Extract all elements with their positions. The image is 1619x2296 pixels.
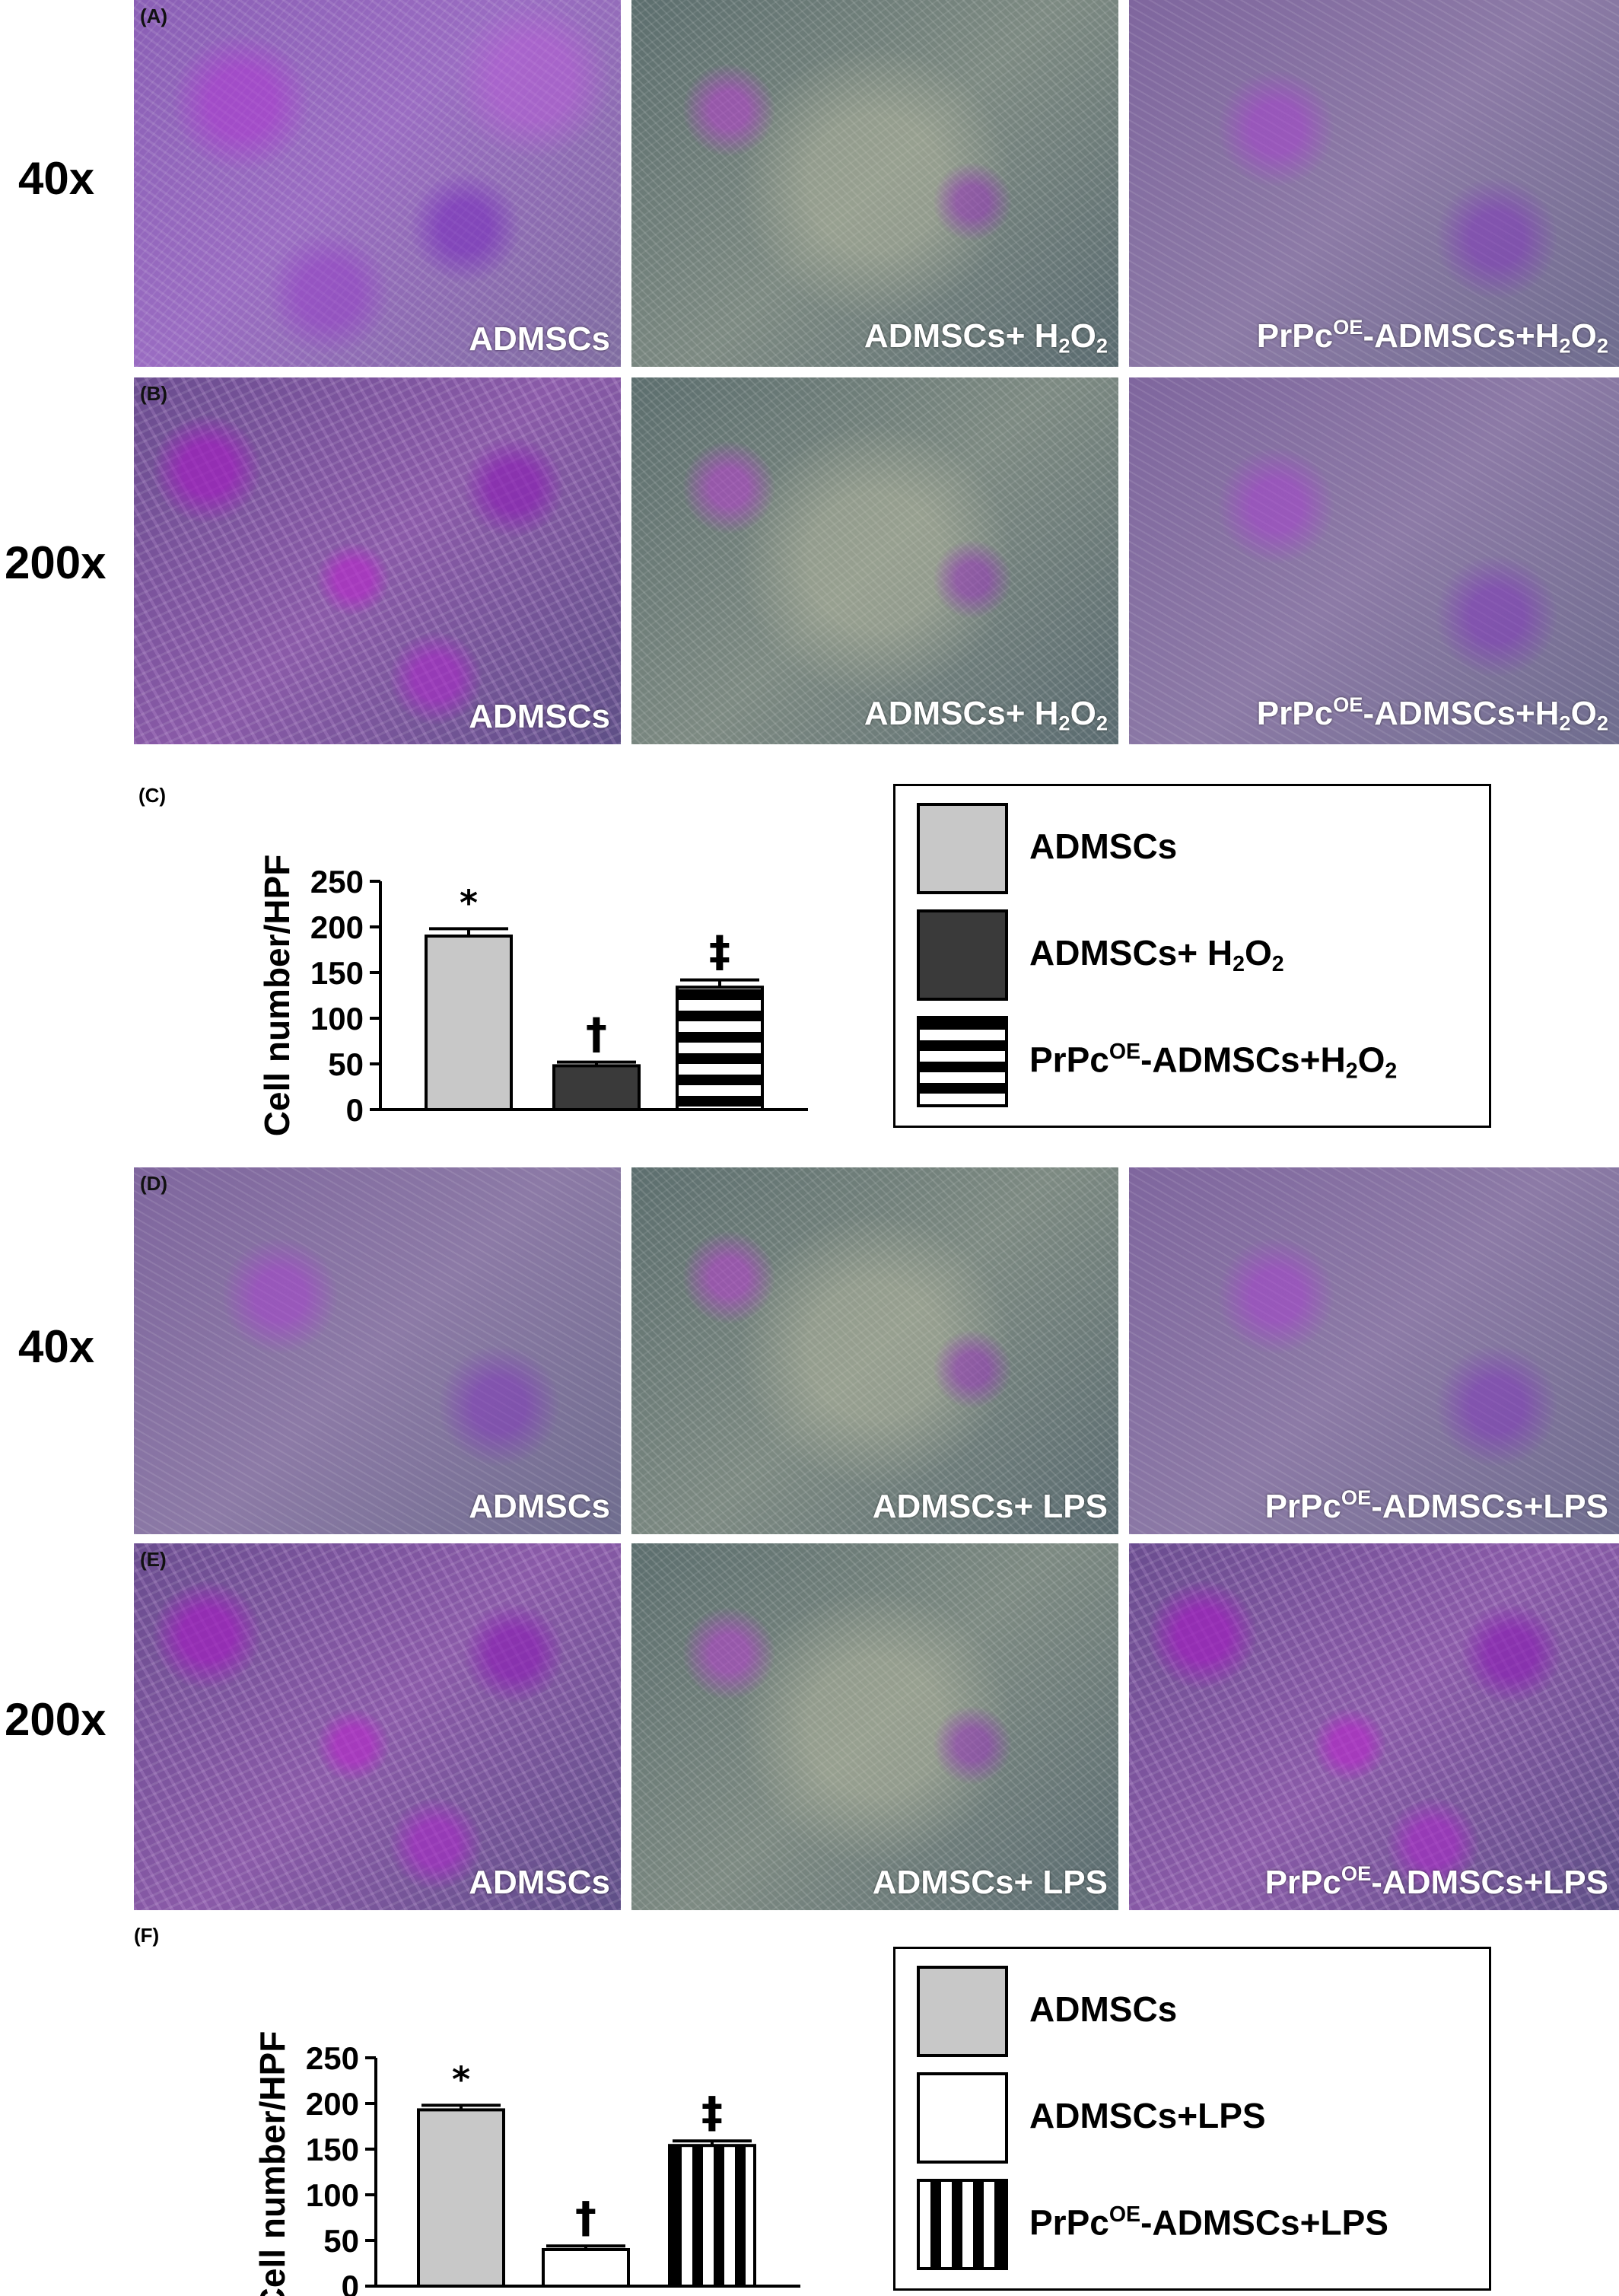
y-tick-label: 150: [306, 2132, 359, 2167]
bar-chart-f: 0 50 100 150 200 250 Cell number/HPF * † ‡: [253, 2031, 800, 2296]
legend-c: ADMSCs ADMSCs+ H2O2 PrPcOE-ADMSCs+H2O2: [893, 784, 1491, 1128]
bar-chart-c: 0 50 100 150 200 250 Cell number/HPF * † ‡: [257, 855, 808, 1137]
panel-label: ADMSCs+ LPS: [872, 1488, 1108, 1525]
significance-marker: ‡: [701, 2088, 723, 2138]
y-tick-label: 100: [310, 1001, 364, 1037]
panel-label: PrPcOE-ADMSCs+H2O2: [1256, 315, 1608, 358]
significance-marker: *: [460, 882, 478, 923]
panel-letter-d: (D): [140, 1172, 168, 1195]
panel-label: ADMSCs: [469, 1864, 610, 1901]
bar-3: [676, 986, 764, 1112]
panel-label: PrPcOE-ADMSCs+LPS: [1264, 1861, 1608, 1901]
panel-label: ADMSCs: [469, 698, 610, 735]
magnification-label-a: 40x: [18, 153, 95, 204]
panel-letter-a: (A): [140, 5, 168, 27]
legend-swatch: [917, 803, 1008, 894]
y-axis-label: Cell number/HPF: [257, 855, 297, 1137]
panel-letter-f: (F): [134, 1924, 160, 1947]
bar-3: [668, 2144, 756, 2288]
panel-label: PrPcOE-ADMSCs+H2O2: [1256, 693, 1608, 735]
significance-marker: *: [452, 2059, 470, 2100]
panel-label: PrPcOE-ADMSCs+LPS: [1264, 1486, 1608, 1525]
y-tick-label: 50: [328, 1046, 364, 1082]
magnification-label-b: 200x: [5, 537, 107, 588]
legend-text: PrPcOE-ADMSCs+H2O2: [1029, 1040, 1398, 1084]
y-tick-label: 100: [306, 2177, 359, 2213]
legend-text: ADMSCs: [1029, 1989, 1178, 2029]
y-tick-label: 200: [306, 2086, 359, 2122]
y-tick-label: 150: [310, 955, 364, 991]
y-tick-label: 250: [306, 2040, 359, 2076]
legend-swatch: [917, 1966, 1008, 2057]
bar-2: [552, 1064, 641, 1111]
legend-swatch: [917, 2179, 1008, 2270]
legend-swatch: [917, 2072, 1008, 2164]
micrograph-b-2: ADMSCs+ H2O2: [631, 377, 1118, 744]
significance-marker: †: [586, 1010, 607, 1059]
y-tick-label: 50: [323, 2223, 359, 2259]
bar-1: [425, 935, 513, 1111]
panel-letter-e: (E): [140, 1548, 167, 1571]
micrograph-d-1: (D) ADMSCs: [134, 1167, 621, 1534]
panel-letter-c: (C): [138, 784, 167, 807]
panel-label: ADMSCs+ LPS: [872, 1864, 1108, 1901]
panel-label: ADMSCs+ H2O2: [864, 695, 1108, 735]
legend-f: ADMSCs ADMSCs+LPS PrPcOE-ADMSCs+LPS: [893, 1947, 1491, 2291]
legend-text: PrPcOE-ADMSCs+LPS: [1029, 2202, 1388, 2243]
panel-label: ADMSCs: [469, 320, 610, 358]
significance-marker: †: [575, 2193, 596, 2243]
bar-2: [542, 2248, 630, 2288]
micrograph-d-3: PrPcOE-ADMSCs+LPS: [1129, 1167, 1619, 1534]
legend-text: ADMSCs: [1029, 826, 1178, 866]
micrograph-b-3: PrPcOE-ADMSCs+H2O2: [1129, 377, 1619, 744]
panel-letter-b: (B): [140, 382, 168, 405]
magnification-label-d: 40x: [18, 1321, 95, 1372]
y-axis-label: Cell number/HPF: [253, 2031, 292, 2296]
panel-label: ADMSCs: [469, 1488, 610, 1525]
micrograph-d-2: ADMSCs+ LPS: [631, 1167, 1118, 1534]
legend-swatch: [917, 1016, 1008, 1107]
y-tick-label: 250: [310, 864, 364, 900]
magnification-label-e: 200x: [5, 1694, 107, 1745]
bar-1: [417, 2108, 505, 2288]
micrograph-e-2: ADMSCs+ LPS: [631, 1543, 1118, 1910]
legend-text: ADMSCs+ H2O2: [1029, 933, 1284, 976]
y-tick-label: 0: [342, 2269, 359, 2296]
significance-marker: ‡: [709, 928, 730, 977]
micrograph-e-3: PrPcOE-ADMSCs+LPS: [1129, 1543, 1619, 1910]
legend-text: ADMSCs+LPS: [1029, 2096, 1266, 2135]
micrograph-a-1: (A) ADMSCs: [134, 0, 621, 367]
y-tick-label: 0: [346, 1092, 364, 1128]
micrograph-a-2: ADMSCs+ H2O2: [631, 0, 1118, 367]
micrograph-e-1: (E) ADMSCs: [134, 1543, 621, 1910]
y-tick-label: 200: [310, 909, 364, 945]
panel-label: ADMSCs+ H2O2: [864, 317, 1108, 358]
legend-swatch: [917, 909, 1008, 1001]
micrograph-a-3: PrPcOE-ADMSCs+H2O2: [1129, 0, 1619, 367]
micrograph-b-1: (B) ADMSCs: [134, 377, 621, 744]
